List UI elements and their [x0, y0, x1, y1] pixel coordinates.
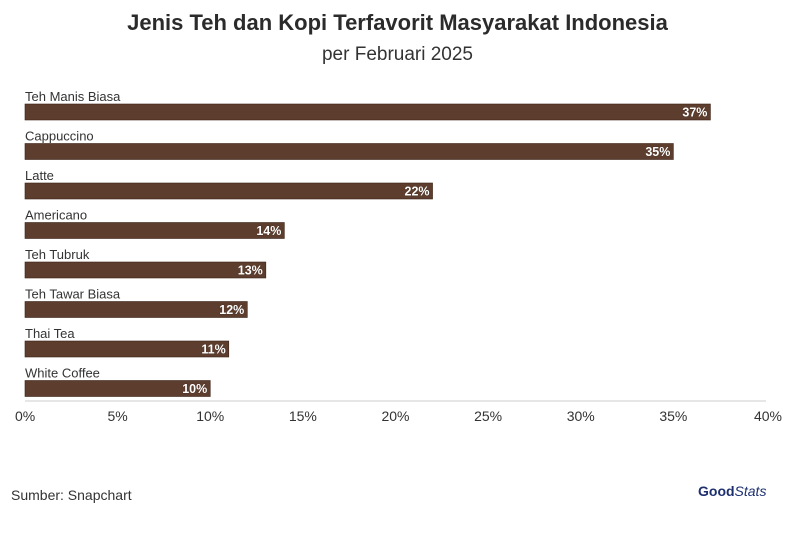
chart-title: Jenis Teh dan Kopi Terfavorit Masyarakat…	[127, 10, 668, 35]
data-label: 35%	[645, 145, 670, 159]
goodstats-logo: GoodStats	[698, 483, 766, 499]
x-tick-label: 10%	[196, 408, 224, 424]
x-tick-label: 25%	[474, 408, 502, 424]
logo-good-text: Good	[698, 483, 735, 499]
data-label: 10%	[182, 382, 207, 396]
data-label: 14%	[256, 224, 281, 238]
bar	[24, 222, 285, 239]
category-label: Teh Manis Biasa	[25, 89, 121, 104]
bar	[24, 301, 248, 318]
category-label: Latte	[25, 168, 54, 183]
x-tick-label: 20%	[381, 408, 409, 424]
bar	[24, 340, 230, 358]
bar	[24, 380, 211, 397]
x-tick-label: 0%	[15, 408, 35, 424]
data-label: 37%	[682, 106, 707, 120]
data-label: 11%	[201, 343, 225, 357]
x-tick-label: 35%	[659, 408, 687, 424]
x-tick-label: 40%	[754, 408, 782, 424]
category-label: Thai Tea	[25, 326, 75, 341]
bar	[24, 143, 674, 160]
data-label: 22%	[405, 185, 430, 199]
x-tick-label: 5%	[108, 408, 128, 424]
category-label: Cappuccino	[25, 129, 94, 144]
category-label: White Coffee	[25, 366, 100, 381]
x-tick-label: 30%	[567, 408, 595, 424]
logo-stats-text: Stats	[734, 483, 767, 499]
category-label: Americano	[25, 208, 87, 223]
bar	[24, 182, 433, 200]
bar	[24, 103, 711, 121]
source-note: Sumber: Snapchart	[11, 487, 132, 503]
data-label: 12%	[219, 303, 244, 317]
bar	[24, 261, 267, 279]
x-tick-label: 15%	[289, 408, 317, 424]
category-label: Teh Tawar Biasa	[25, 287, 121, 302]
chart-subtitle: per Februari 2025	[321, 44, 474, 65]
category-label: Teh Tubruk	[25, 247, 90, 262]
data-label: 13%	[238, 264, 263, 278]
bar-chart: Teh Manis Biasa 37% Cappuccino 35% Latte 22% A…	[15, 89, 782, 424]
